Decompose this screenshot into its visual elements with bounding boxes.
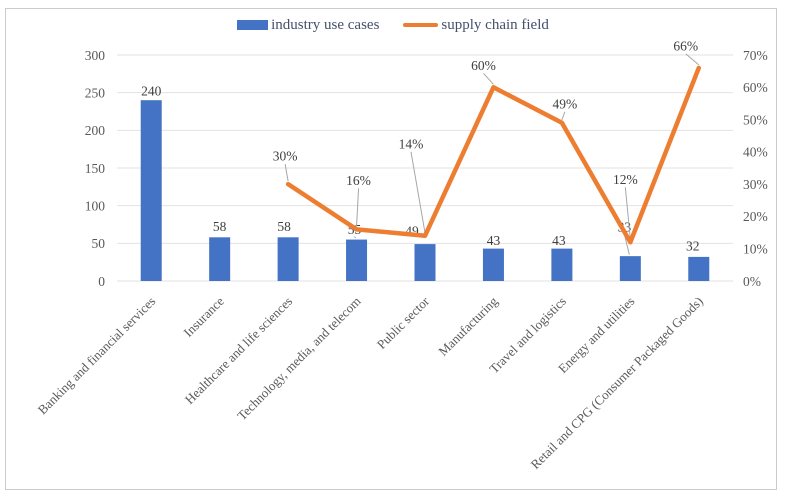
right-axis-tick-label: 10% <box>743 242 768 257</box>
data-label-leader-line <box>561 111 566 120</box>
bar-6 <box>482 248 504 281</box>
line-data-label: 12% <box>613 172 638 187</box>
category-axis-label: Public sector <box>374 293 433 352</box>
bar-1 <box>140 100 162 281</box>
chart-figure-border <box>5 8 777 490</box>
left-axis-tick-label: 150 <box>85 161 106 176</box>
line-swatch-icon <box>403 23 439 27</box>
line-data-label: 16% <box>346 173 371 188</box>
bar-2 <box>209 237 231 281</box>
right-axis-tick-label: 20% <box>743 209 768 224</box>
category-axis-label: Banking and financial services <box>35 294 159 418</box>
bar-7 <box>551 248 573 281</box>
right-axis-tick-label: 40% <box>743 145 768 160</box>
chart-legend: industry use cases supply chain field <box>0 13 786 37</box>
bar-data-label: 58 <box>213 219 227 234</box>
line-series-supply-chain-field <box>285 65 702 245</box>
line-data-label: 30% <box>273 149 298 164</box>
data-label-leader-line <box>354 236 356 239</box>
right-axis-tick-label: 0% <box>743 274 761 289</box>
bar-data-label: 32 <box>686 238 700 253</box>
data-label-leader-line <box>410 151 426 233</box>
bar-3 <box>277 237 299 281</box>
data-label-leader-line <box>284 164 289 182</box>
legend-item-supply-chain-field: supply chain field <box>403 16 549 34</box>
left-axis-tick-label: 300 <box>85 48 106 63</box>
category-axis-label: Manufacturing <box>435 293 501 359</box>
left-axis-tick-label: 200 <box>85 123 106 138</box>
bar-data-label: 240 <box>141 84 162 99</box>
data-label-leader-line <box>356 188 360 227</box>
right-axis-tick-label: 50% <box>743 112 768 127</box>
bar-swatch-icon <box>237 20 269 30</box>
bar-data-label: 58 <box>277 219 291 234</box>
line-data-label: 14% <box>399 136 424 151</box>
data-label-leader-line <box>624 187 631 240</box>
right-axis-tick-label: 30% <box>743 177 768 192</box>
bar-data-label: 43 <box>487 233 501 248</box>
bar-5 <box>414 244 436 281</box>
bar-4 <box>346 239 368 281</box>
line-data-label: 66% <box>673 38 698 53</box>
category-axis-label: Technology, media, and telecom <box>234 294 364 424</box>
legend-label-supply-chain-field: supply chain field <box>441 16 549 33</box>
left-axis-tick-label: 0 <box>98 274 105 289</box>
bar-9 <box>688 256 710 281</box>
left-axis-tick-label: 50 <box>92 236 106 251</box>
legend-item-industry-use-cases: industry use cases <box>237 17 379 34</box>
left-axis-tick-label: 250 <box>85 85 106 100</box>
legend-label-industry-use-cases: industry use cases <box>271 16 380 33</box>
bar-data-label: 43 <box>552 233 566 248</box>
right-axis-tick-label: 60% <box>743 80 768 95</box>
data-label-leader-line <box>483 72 494 85</box>
line-data-label: 49% <box>553 96 578 111</box>
data-label-leader-line <box>685 53 700 66</box>
left-axis-tick-label: 100 <box>85 198 106 213</box>
category-axis-label: Insurance <box>180 293 226 339</box>
right-axis-tick-label: 70% <box>743 48 768 63</box>
line-data-label: 60% <box>471 58 496 73</box>
bar-8 <box>619 256 641 281</box>
